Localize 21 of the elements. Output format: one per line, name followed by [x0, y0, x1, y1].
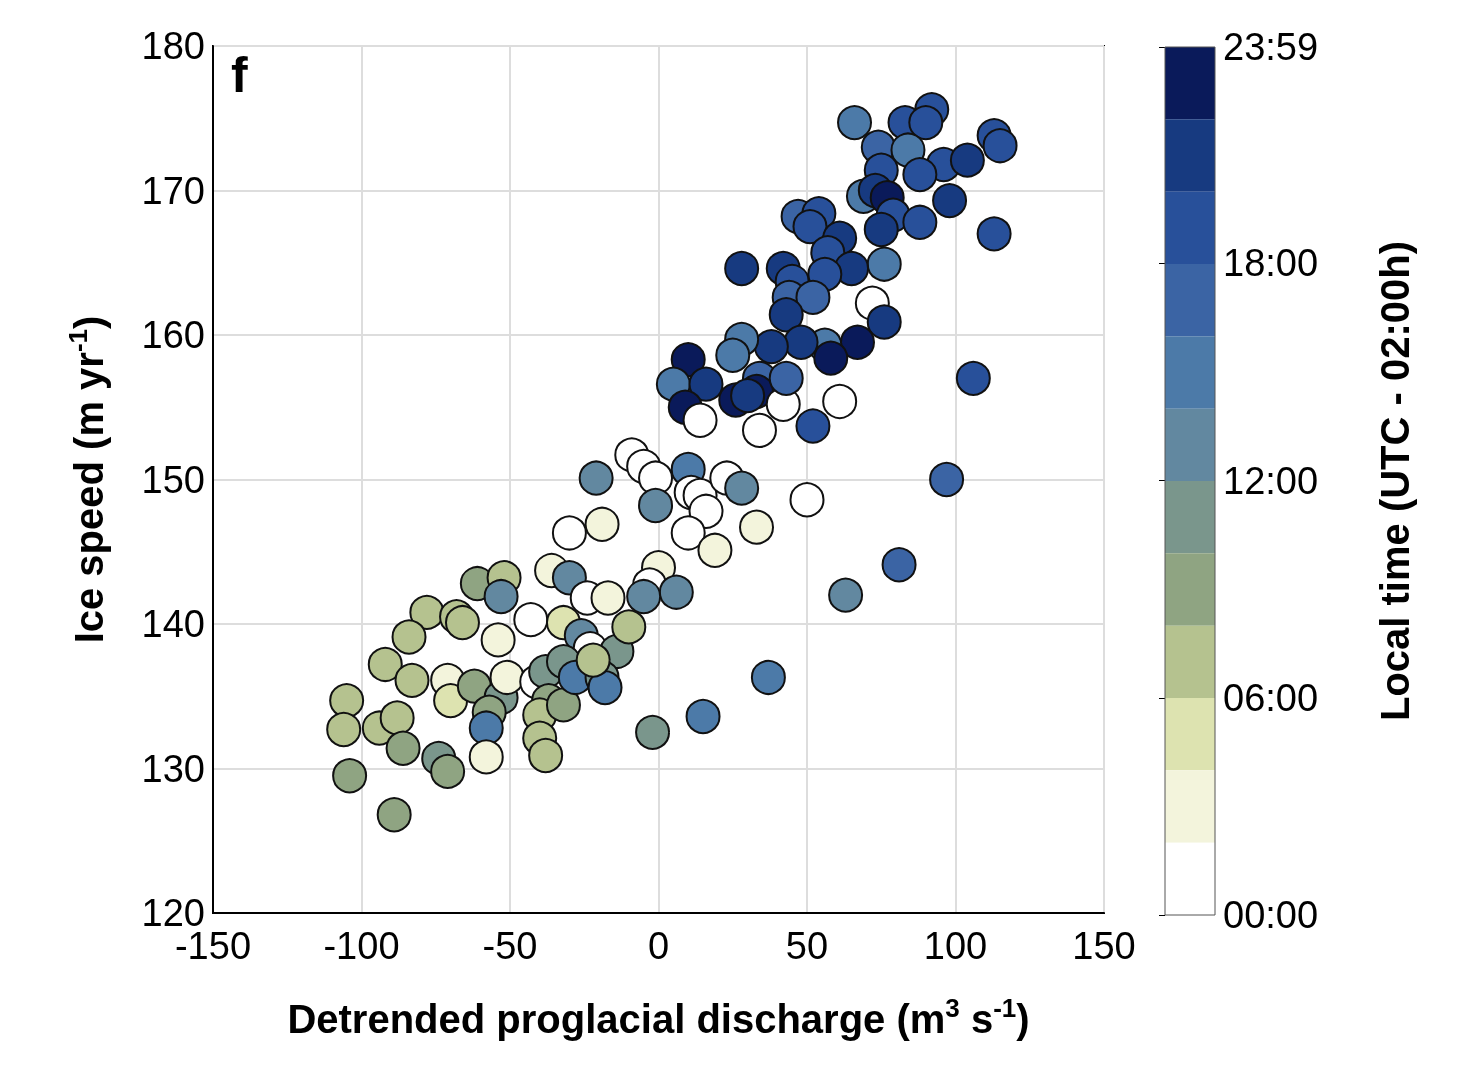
x-tick-label: -150 — [174, 925, 252, 967]
x-tick-label: 0 — [647, 925, 670, 967]
y-tick-label: 180 — [141, 25, 205, 67]
color-bar-label: 23:59 — [1223, 26, 1319, 68]
x-tick-label: 50 — [785, 925, 829, 967]
y-tick-label: 130 — [141, 747, 205, 790]
x-tick-label: 150 — [1072, 925, 1136, 967]
y-tick-label: 160 — [141, 314, 205, 356]
color-bar-label: 18:00 — [1223, 242, 1319, 285]
color-bar-label: 06:00 — [1223, 676, 1319, 719]
x-tick-label: -50 — [482, 925, 538, 967]
y-tick-label: 140 — [141, 603, 205, 645]
color-bar-title: Local time (UTC - 02:00h) — [1373, 240, 1417, 722]
annotation: f — [231, 47, 248, 103]
x-tick-label: 100 — [923, 925, 988, 967]
color-bar-label: 00:00 — [1223, 894, 1319, 936]
y-tick-label: 170 — [141, 169, 205, 212]
x-tick-label: -100 — [323, 925, 400, 967]
color-bar-label: 12:00 — [1223, 459, 1319, 502]
y-axis-title: Ice speed (m yr-1) — [63, 315, 111, 644]
y-tick-label: 150 — [141, 458, 205, 501]
